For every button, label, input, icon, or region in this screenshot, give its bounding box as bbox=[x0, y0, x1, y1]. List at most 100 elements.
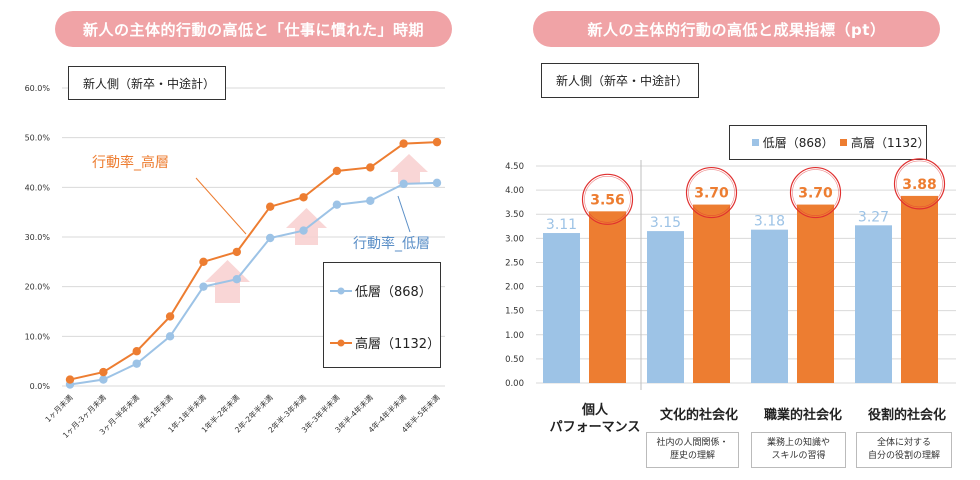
category-label-individual: 個人 パフォーマンス bbox=[540, 402, 650, 436]
data-point-low bbox=[99, 375, 108, 384]
legend-label-high: 高層（1132） bbox=[354, 337, 441, 352]
legend-item-high: 高層（1132） bbox=[330, 333, 440, 352]
legend-item-low: 低層（868） bbox=[330, 281, 432, 300]
data-label-low: 3.11 bbox=[546, 217, 577, 233]
highlight-circle-inner bbox=[584, 176, 631, 223]
y-tick-label: 2.50 bbox=[505, 258, 524, 268]
x-tick-label: 1ヶ月未満 bbox=[43, 392, 75, 424]
right-chart-title: 新人の主体的行動の高低と成果指標（pt） bbox=[533, 11, 940, 47]
data-point-high bbox=[99, 367, 108, 377]
data-point-low bbox=[132, 359, 141, 368]
left-y-axis: 0.0% 10.0% 20.0% 30.0% 40.0% 50.0% 60.0% bbox=[25, 84, 51, 391]
data-point-low bbox=[199, 282, 208, 291]
left-series bbox=[65, 137, 442, 389]
annotation-low: 行動率_低層 bbox=[353, 236, 430, 252]
left-legend: 低層（868） 高層（1132） bbox=[323, 262, 441, 368]
data-point-high bbox=[165, 312, 175, 321]
highlight-circle bbox=[581, 173, 634, 225]
right-y-axis: 0.00 0.50 1.00 1.50 2.00 2.50 3.00 3.50 4.00 4.50 bbox=[505, 162, 524, 389]
bar-high bbox=[589, 211, 626, 383]
series-line-high bbox=[69, 141, 438, 381]
description-text: 業務上の知識や スキルの習得 bbox=[766, 438, 830, 461]
description-box-role: 全体に対する 自分の役割の理解 bbox=[856, 432, 952, 468]
annotation-leader-high bbox=[195, 177, 247, 235]
data-point-high bbox=[232, 247, 242, 257]
right-legend: 低層（868） 高層（1132） bbox=[729, 125, 930, 160]
legend-swatch-low bbox=[752, 139, 759, 146]
data-point-high bbox=[65, 375, 75, 384]
bar-high bbox=[693, 204, 730, 383]
data-point-low bbox=[366, 196, 375, 205]
right-bars: 3.11 3.56 3.15 3.70 3.18 3.70 3.27 3.88 bbox=[543, 158, 946, 383]
y-tick-label: 1.00 bbox=[505, 331, 524, 341]
up-arrow-icon bbox=[286, 208, 327, 245]
data-point-high bbox=[366, 163, 375, 172]
bar-low bbox=[647, 231, 684, 383]
annotation-leader-low bbox=[397, 195, 411, 233]
y-tick-label: 30.0% bbox=[25, 233, 51, 242]
data-point-low bbox=[399, 179, 408, 189]
data-point-high bbox=[432, 137, 442, 147]
y-tick-label: 50.0% bbox=[25, 134, 51, 143]
category-label-cultural: 文化的社会化 bbox=[644, 407, 754, 424]
data-label-low: 3.15 bbox=[650, 215, 681, 231]
legend-marker-high bbox=[330, 339, 352, 346]
left-sample-box: 新人側（新卒・中途計） bbox=[68, 66, 226, 100]
category-label-text: 職業的社会化 bbox=[763, 408, 842, 423]
data-point-low bbox=[299, 226, 308, 235]
y-tick-label: 4.00 bbox=[505, 186, 524, 196]
data-label-low: 3.18 bbox=[754, 214, 785, 230]
data-point-high bbox=[199, 257, 208, 267]
up-arrow-icon bbox=[390, 154, 428, 184]
bar-low bbox=[855, 225, 892, 383]
category-label-text: 個人 パフォーマンス bbox=[549, 403, 641, 435]
description-text: 社内の人間関係・ 歴史の理解 bbox=[656, 438, 729, 461]
highlight-circle-inner bbox=[688, 169, 735, 216]
category-label-occupational: 職業的社会化 bbox=[748, 407, 858, 424]
y-tick-label: 10.0% bbox=[25, 332, 51, 341]
right-sample-box: 新人側（新卒・中途計） bbox=[541, 63, 699, 98]
series-line-low bbox=[69, 181, 438, 386]
y-tick-label: 3.00 bbox=[505, 234, 524, 244]
description-text: 全体に対する 自分の役割の理解 bbox=[867, 438, 940, 461]
data-point-high bbox=[399, 139, 408, 148]
bar-low bbox=[543, 233, 580, 383]
category-label-role: 役割的社会化 bbox=[852, 407, 962, 424]
description-box-occupational: 業務上の知識や スキルの習得 bbox=[751, 432, 846, 468]
highlight-circle-inner bbox=[792, 169, 839, 216]
data-point-high bbox=[265, 202, 275, 211]
y-tick-label: 0.50 bbox=[505, 355, 524, 365]
data-point-low bbox=[232, 275, 242, 284]
legend-swatch-high bbox=[840, 139, 848, 146]
y-tick-label: 1.50 bbox=[505, 307, 524, 317]
highlight-circle bbox=[789, 166, 842, 219]
data-label-high: 3.88 bbox=[902, 177, 937, 193]
legend-label-low: 低層（868） bbox=[762, 136, 834, 150]
bar-high bbox=[797, 204, 834, 383]
data-point-low bbox=[332, 200, 342, 209]
highlight-circle bbox=[893, 158, 946, 210]
y-tick-label: 60.0% bbox=[25, 84, 51, 93]
description-box-cultural: 社内の人間関係・ 歴史の理解 bbox=[646, 432, 739, 468]
right-bar-chart: 0.00 0.50 1.00 1.50 2.00 2.50 3.00 3.50 4.00 4.50… bbox=[505, 158, 956, 390]
data-label-high: 3.70 bbox=[798, 186, 833, 202]
data-point-low bbox=[432, 178, 442, 188]
highlight-circle-inner bbox=[896, 160, 943, 208]
data-label-high: 3.70 bbox=[694, 186, 729, 202]
data-label-high: 3.56 bbox=[590, 192, 625, 208]
data-label-low: 3.27 bbox=[858, 209, 889, 225]
y-tick-label: 2.00 bbox=[505, 283, 524, 293]
data-point-low bbox=[265, 233, 275, 243]
legend-label-high: 高層（1132） bbox=[851, 136, 930, 150]
bar-high bbox=[901, 195, 938, 383]
y-tick-label: 4.50 bbox=[505, 162, 524, 172]
category-label-text: 文化的社会化 bbox=[659, 408, 738, 423]
y-tick-label: 3.50 bbox=[505, 210, 524, 220]
left-line-chart: 0.0% 10.0% 20.0% 30.0% 40.0% 50.0% 60.0% 1ヶ月未満… bbox=[25, 84, 445, 440]
annotation-high: 行動率_高層 bbox=[92, 155, 169, 171]
data-point-low bbox=[165, 332, 175, 341]
left-x-axis: 1ヶ月未満1ヶ月-3ヶ月未満3ヶ月-半年未満半年-1年未満1年-1年半未満1年半… bbox=[43, 392, 442, 440]
y-tick-label: 0.0% bbox=[30, 382, 51, 391]
bar-low bbox=[751, 229, 788, 383]
data-point-high bbox=[332, 166, 342, 176]
